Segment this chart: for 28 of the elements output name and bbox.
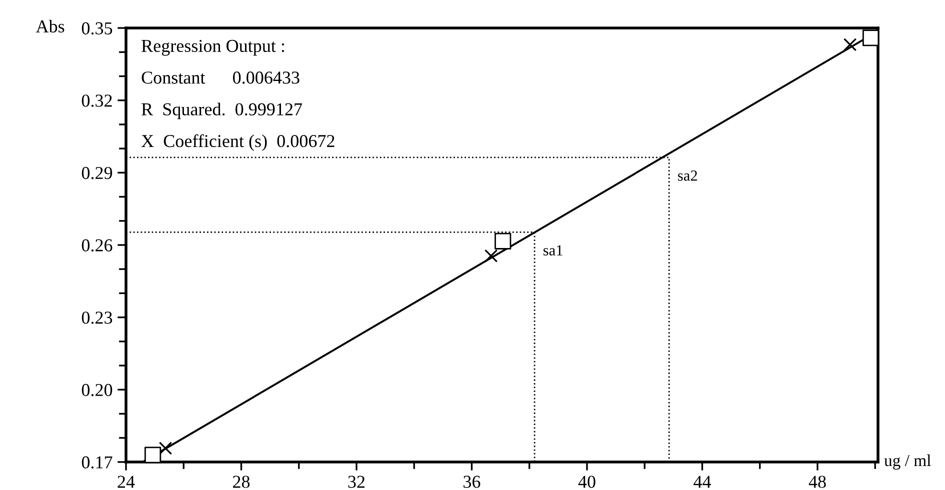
point bbox=[484, 249, 498, 262]
y-tick-label: 0.23 bbox=[82, 312, 112, 324]
y-tick-label: 0.26 bbox=[82, 239, 112, 252]
x-tick-label: 40 bbox=[578, 476, 596, 488]
annotation: Constant 0.006433 bbox=[142, 72, 300, 84]
y-tick-label: 0.32 bbox=[82, 94, 112, 107]
annotation: sa1 bbox=[544, 245, 562, 256]
x-axis-title: ug / ml bbox=[884, 454, 931, 470]
x-tick-label: 44 bbox=[694, 476, 711, 488]
y-axis-title: Abs bbox=[36, 20, 64, 33]
x-tick-label: 24 bbox=[118, 476, 135, 488]
x-tick-label: 36 bbox=[464, 476, 480, 488]
point bbox=[843, 38, 857, 52]
annotation: sa2 bbox=[678, 170, 697, 181]
y-tick-label: 0.35 bbox=[82, 22, 112, 35]
x-tick-label: 48 bbox=[808, 476, 826, 488]
annotation: X Coefficient (s) 0.00672 bbox=[141, 134, 334, 151]
point bbox=[494, 232, 512, 250]
point bbox=[862, 30, 880, 46]
y-tick-label: 0.29 bbox=[82, 166, 112, 180]
y-tick-label: 0.20 bbox=[82, 384, 112, 396]
x-tick-label: 28 bbox=[233, 476, 250, 488]
x-tick-label: 32 bbox=[348, 476, 365, 488]
annotation: Regression Output : bbox=[142, 40, 284, 56]
point bbox=[158, 442, 172, 455]
y-tick-label: 0.17 bbox=[82, 456, 112, 469]
annotation: R Squared. 0.999127 bbox=[142, 102, 302, 120]
point bbox=[144, 446, 162, 464]
